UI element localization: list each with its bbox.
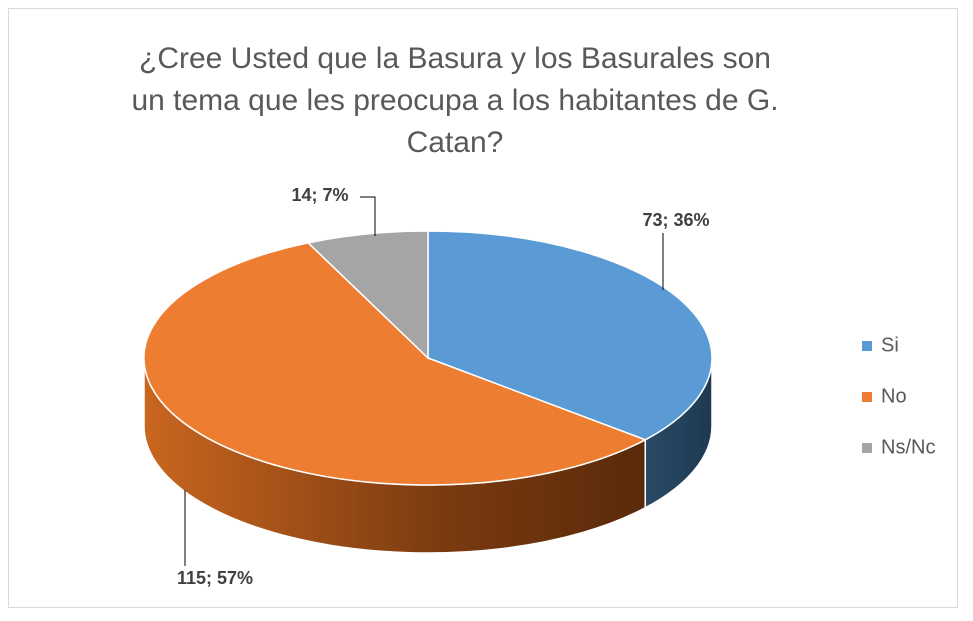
data-label: 73; 36% [642,210,709,230]
legend-swatch [862,443,872,453]
slice [427,230,713,441]
legend-label: Ns/Nc [881,436,935,458]
legend-label: Si [881,334,899,356]
legend-swatch [862,392,872,402]
slice [306,230,429,360]
slice [143,242,648,486]
data-label: 14; 7% [291,185,348,205]
legend-swatch [862,341,872,351]
leader-line [360,196,376,236]
chart-frame [8,8,958,608]
data-label: 115; 57% [177,568,253,588]
legend-label: No [881,385,907,407]
chart-title: ¿Cree Usted que la Basura y los Basurale… [131,42,779,159]
